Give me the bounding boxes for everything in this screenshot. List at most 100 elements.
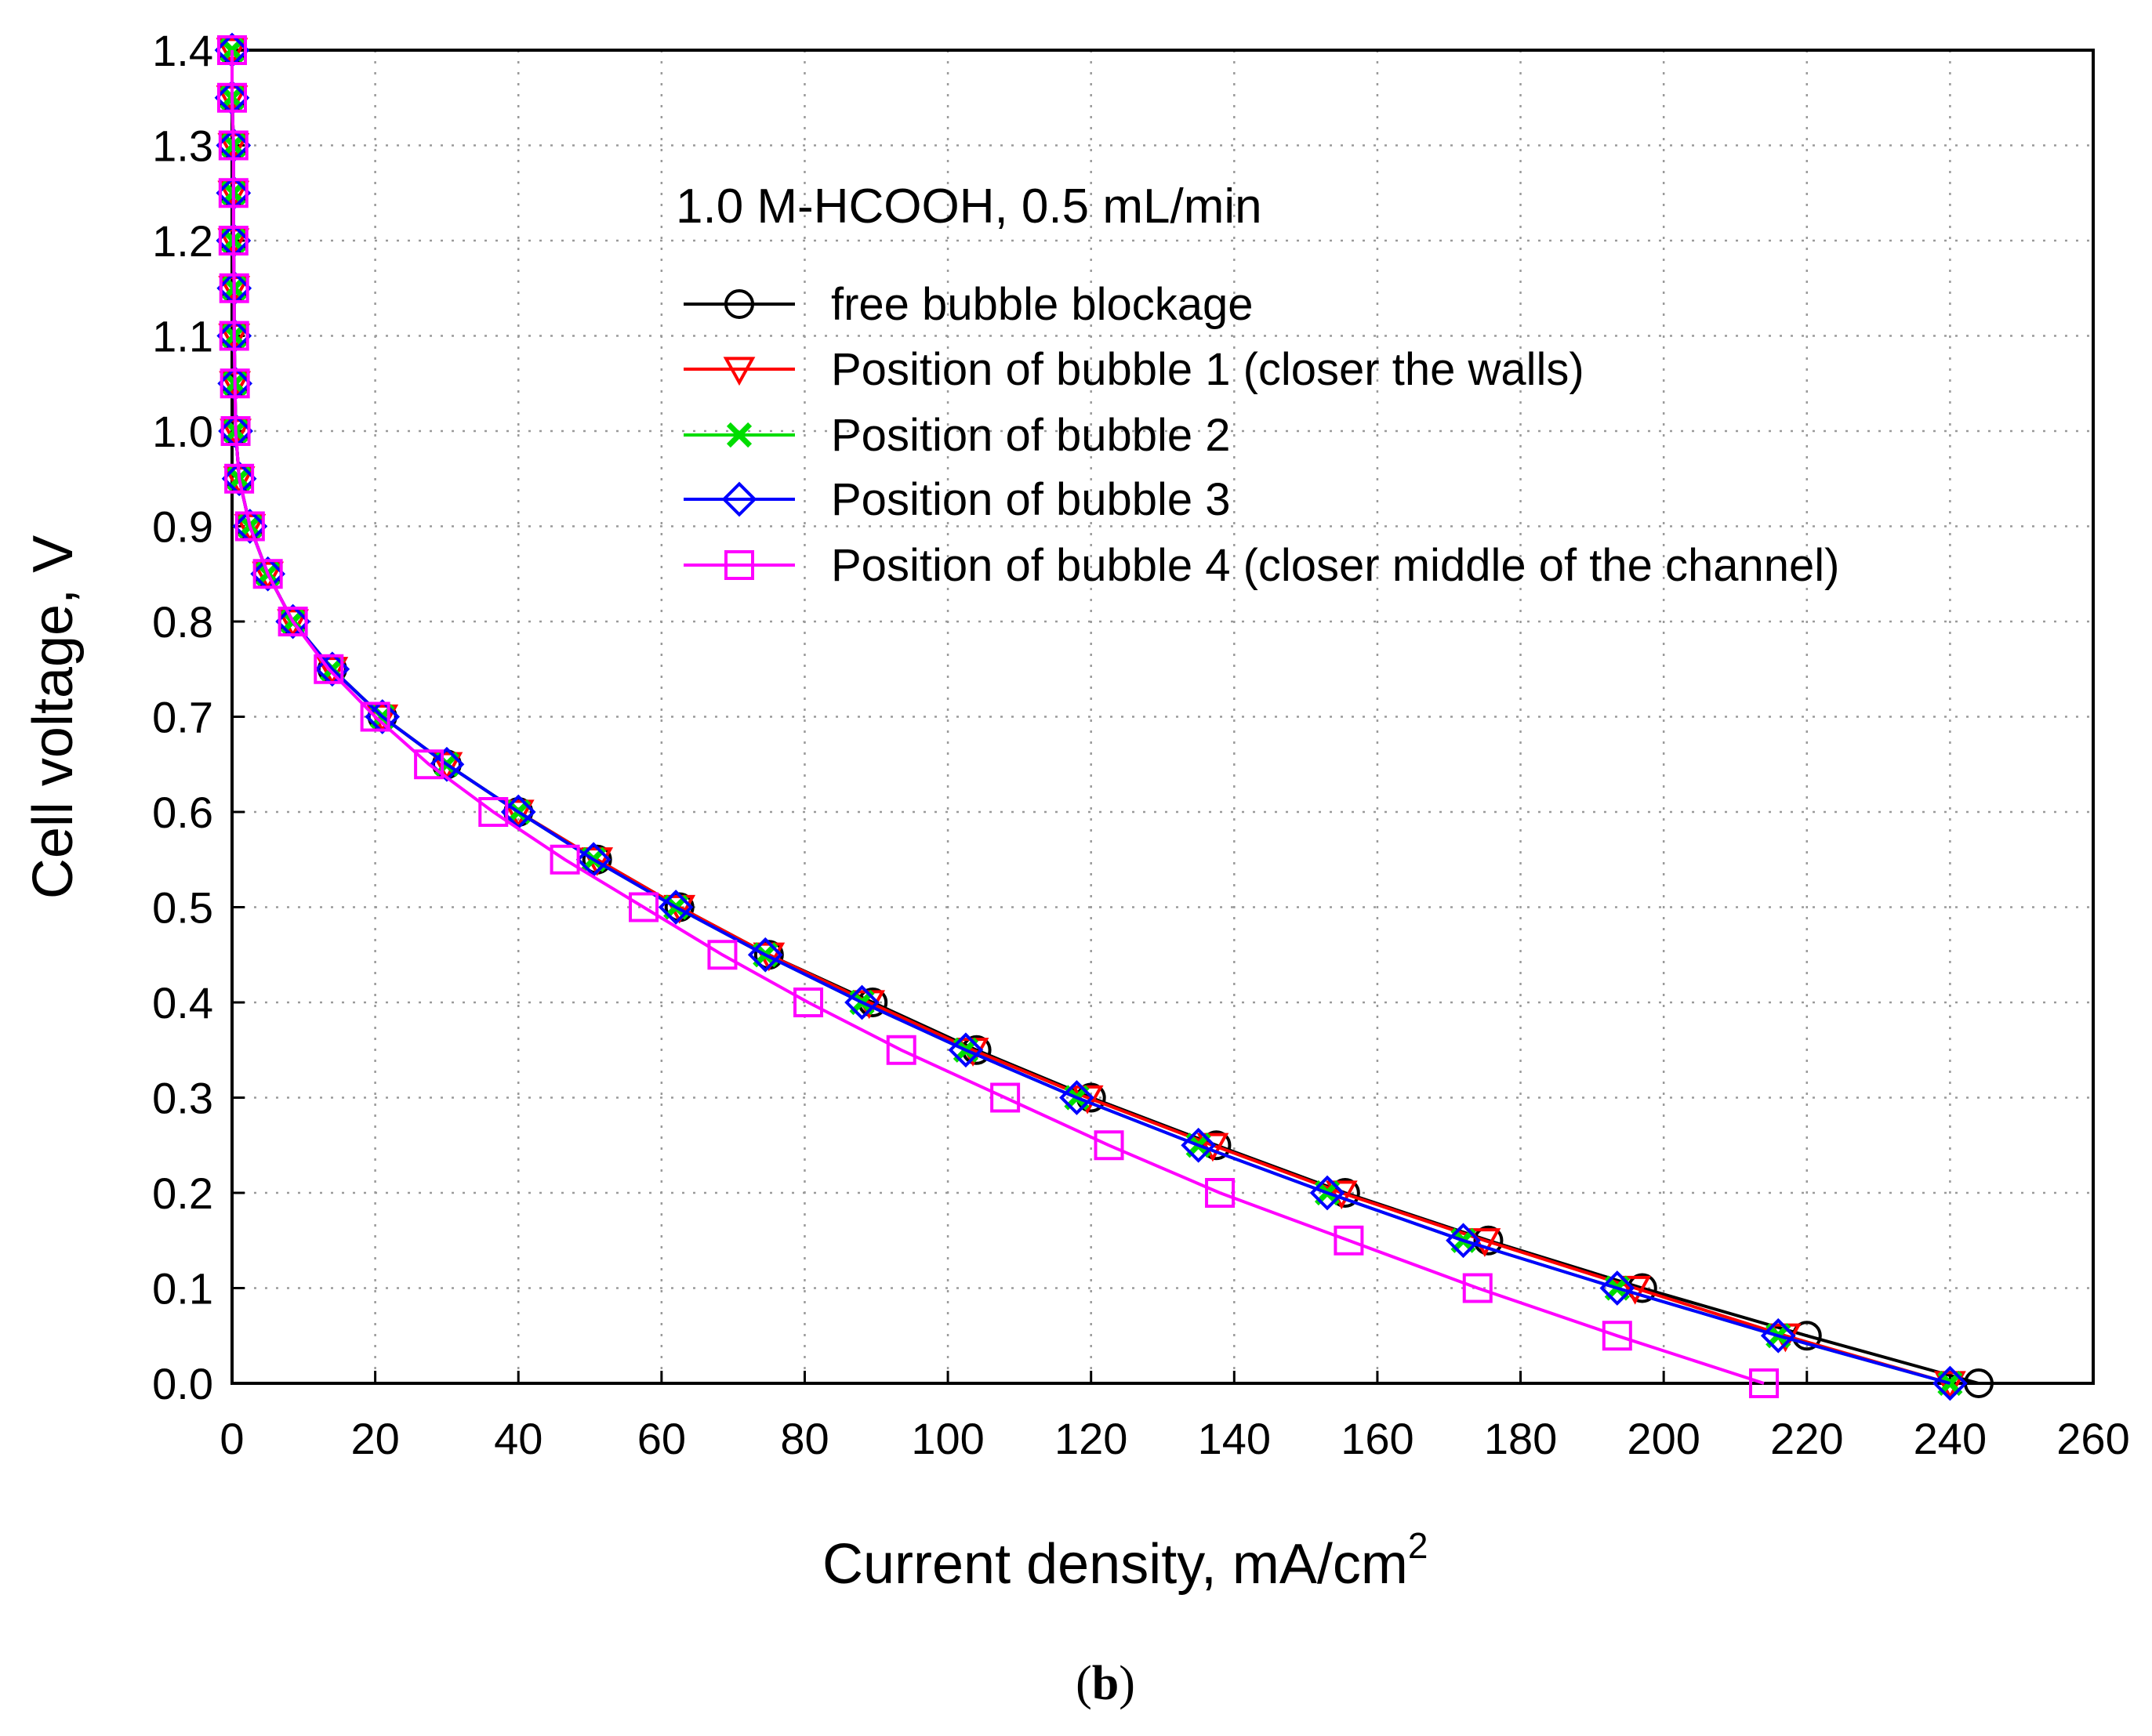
- series-4-point: [1599, 1270, 1635, 1306]
- series-5-point: [217, 35, 247, 65]
- series-2-point: [252, 561, 285, 591]
- series-5-point: [314, 654, 344, 684]
- chart-annotation: 1.0 M-HCOOH, 0.5 mL/min: [676, 179, 1262, 234]
- series-5-point: [1748, 1368, 1779, 1398]
- x-axis-title: Current density, mA/cm2: [822, 1525, 1428, 1596]
- series-5: [217, 35, 1779, 1398]
- legend-marker: [723, 357, 756, 386]
- series-5-point: [1094, 1130, 1124, 1161]
- series-4-point: [575, 842, 611, 878]
- series-1-line: [230, 50, 1980, 1385]
- y-axis-title: Cell voltage, V: [22, 535, 85, 899]
- y-tick-label: 1.1: [152, 312, 213, 361]
- series-2-point: [430, 752, 463, 781]
- series-5-point: [414, 749, 445, 780]
- series-5-point: [219, 321, 249, 351]
- series-4-point: [1760, 1317, 1796, 1354]
- series-5-point: [707, 940, 738, 970]
- legend-marker: [724, 289, 754, 319]
- y-tick-label: 0.5: [152, 883, 213, 933]
- series-1-point: [1473, 1225, 1504, 1256]
- series-5-point: [218, 178, 249, 208]
- x-tick-label: 0: [220, 1414, 244, 1463]
- series-4-point: [948, 1032, 984, 1068]
- series-5-point: [220, 416, 251, 446]
- series-4-point: [658, 890, 694, 925]
- legend-entry-3: Position of bubble 2: [684, 410, 1230, 461]
- series-2-point: [316, 657, 349, 686]
- x-tick-label: 220: [1770, 1414, 1843, 1463]
- y-tick-label: 0.0: [152, 1359, 213, 1408]
- series-2-point: [277, 609, 310, 639]
- legend-label: free bubble blockage: [831, 279, 1254, 330]
- x-tick-label: 80: [780, 1414, 829, 1463]
- series-5-point: [278, 607, 308, 636]
- series-5-point: [218, 226, 249, 256]
- series-5-point: [478, 797, 509, 827]
- series-4-point: [844, 984, 880, 1020]
- figure-caption: (b): [1076, 1657, 1135, 1710]
- series-4-point: [250, 556, 286, 592]
- x-tick-label: 180: [1484, 1414, 1557, 1463]
- x-axis-title-main: Current density, mA/cm: [822, 1533, 1408, 1596]
- x-tick-label: 160: [1341, 1414, 1413, 1463]
- series-5-point: [550, 844, 580, 875]
- legend-marker: [726, 422, 753, 448]
- x-tick-label: 100: [911, 1414, 984, 1463]
- series-5-point: [990, 1082, 1021, 1113]
- series-5-point: [234, 511, 265, 542]
- series-5-point: [629, 892, 659, 922]
- x-tick-label: 140: [1198, 1414, 1271, 1463]
- x-tick-label: 120: [1054, 1414, 1127, 1463]
- series-4-point: [1309, 1175, 1345, 1211]
- series-4-point: [221, 461, 257, 497]
- series-4-point: [1181, 1127, 1217, 1163]
- grid-layer: [232, 50, 2093, 1383]
- series-5-point: [224, 463, 255, 494]
- x-tick-label: 200: [1627, 1414, 1700, 1463]
- series-5-point: [219, 273, 249, 303]
- series-4-point: [232, 509, 268, 544]
- series-5-point: [1334, 1225, 1364, 1256]
- legend-label: Position of bubble 1 (closer the walls): [831, 344, 1584, 395]
- y-tick-label: 0.6: [152, 788, 213, 837]
- series-2-point: [234, 513, 267, 543]
- legend-entry-1: free bubble blockage: [684, 279, 1254, 330]
- legend-label: Position of bubble 3: [831, 474, 1230, 525]
- x-tick-label: 40: [494, 1414, 543, 1463]
- y-tick-label: 1.0: [152, 407, 213, 456]
- legend-label: Position of bubble 4 (closer middle of t…: [831, 540, 1839, 591]
- y-tick-label: 0.3: [152, 1074, 213, 1123]
- tick-layer: 0 20 40 60 80 100 120 140 160 180 200 220 240 260 0.0 0…: [152, 26, 2130, 1463]
- legend: free bubble blockage Position of bubble 1…: [684, 279, 1839, 591]
- series-2-point: [1933, 1371, 1966, 1401]
- legend-entry-2: Position of bubble 1 (closer the walls): [684, 344, 1584, 395]
- y-tick-label: 0.9: [152, 502, 213, 552]
- series-4-point: [1446, 1223, 1481, 1259]
- series-5-point: [886, 1035, 916, 1065]
- x-tick-label: 240: [1914, 1414, 1987, 1463]
- legend-entry-4: Position of bubble 3: [684, 474, 1230, 525]
- y-tick-label: 0.2: [152, 1169, 213, 1218]
- caption-letter: b: [1092, 1657, 1119, 1710]
- legend-entry-5: Position of bubble 4 (closer middle of t…: [684, 540, 1839, 591]
- series-5-point: [217, 82, 247, 113]
- series-4-point: [1932, 1365, 1968, 1401]
- series-2-point: [1619, 1275, 1652, 1305]
- y-tick-label: 1.3: [152, 121, 213, 171]
- series-5-point: [1205, 1178, 1236, 1208]
- x-axis-title-superscript: 2: [1408, 1525, 1428, 1566]
- legend-marker: [724, 550, 754, 580]
- y-tick-label: 0.8: [152, 597, 213, 647]
- series-4-point: [747, 937, 783, 973]
- series-5-line: [230, 50, 1765, 1385]
- series-5-point: [252, 559, 283, 589]
- series-4-point: [429, 746, 465, 782]
- legend-label: Position of bubble 2: [831, 410, 1230, 461]
- series-2-point: [502, 799, 535, 829]
- x-tick-label: 20: [350, 1414, 399, 1463]
- series-5-point: [793, 988, 824, 1017]
- series-1-point: [1201, 1130, 1232, 1161]
